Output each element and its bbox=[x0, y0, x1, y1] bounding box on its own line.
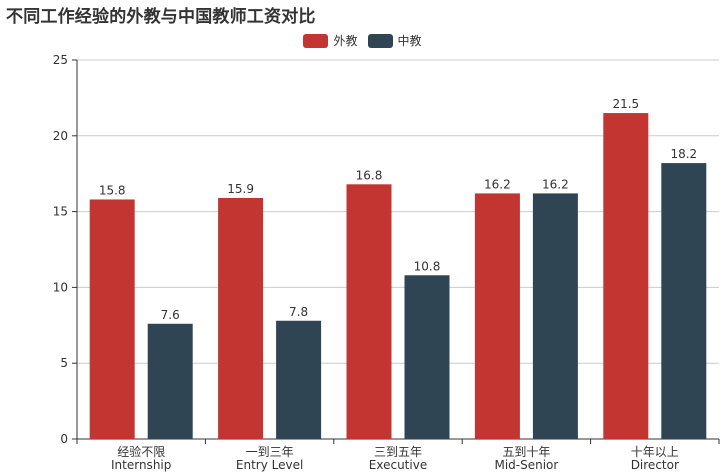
x-tick-label: 三到五年 bbox=[374, 445, 422, 459]
data-label: 18.2 bbox=[670, 147, 697, 161]
x-tick-label: Executive bbox=[369, 458, 427, 472]
x-tick-label: 十年以上 bbox=[631, 445, 679, 459]
data-label: 16.2 bbox=[484, 177, 511, 191]
data-label: 10.8 bbox=[414, 259, 441, 273]
bar bbox=[89, 199, 135, 439]
bar bbox=[276, 320, 322, 439]
data-label: 16.2 bbox=[542, 177, 569, 191]
data-label: 7.6 bbox=[161, 308, 180, 322]
x-tick-label: 一到三年 bbox=[246, 445, 294, 459]
x-tick-label: Director bbox=[631, 458, 679, 472]
legend: 外教 中教 bbox=[0, 32, 725, 49]
legend-label-series-0: 外教 bbox=[333, 34, 358, 48]
legend-item-series-0[interactable]: 外教 bbox=[303, 32, 358, 49]
bar bbox=[661, 163, 707, 439]
bar bbox=[404, 275, 450, 439]
x-tick-label: 五到十年 bbox=[502, 445, 550, 459]
legend-swatch-series-1 bbox=[367, 33, 393, 48]
chart-title: 不同工作经验的外教与中国教师工资对比 bbox=[6, 7, 316, 27]
bar bbox=[474, 193, 520, 439]
data-label: 16.8 bbox=[356, 168, 383, 182]
data-label: 21.5 bbox=[612, 97, 639, 111]
y-tick-label: 0 bbox=[60, 432, 68, 446]
y-tick-label: 5 bbox=[60, 356, 68, 370]
data-label: 7.8 bbox=[289, 305, 308, 319]
x-tick-label: Internship bbox=[111, 458, 171, 472]
y-tick-label: 25 bbox=[53, 53, 68, 67]
data-label: 15.8 bbox=[99, 183, 126, 197]
legend-item-series-1[interactable]: 中教 bbox=[367, 32, 422, 49]
x-tick-label: Entry Level bbox=[236, 458, 303, 472]
bar bbox=[603, 113, 649, 439]
legend-swatch-series-0 bbox=[303, 33, 329, 48]
y-tick-label: 10 bbox=[53, 280, 68, 294]
legend-label-series-1: 中教 bbox=[397, 34, 422, 48]
bar bbox=[147, 323, 193, 439]
bar bbox=[218, 197, 264, 439]
y-tick-label: 20 bbox=[53, 129, 68, 143]
x-tick-label: Mid-Senior bbox=[494, 458, 558, 472]
bar bbox=[532, 193, 578, 439]
bar bbox=[346, 184, 392, 439]
data-label: 15.9 bbox=[227, 182, 254, 196]
x-tick-label: 经验不限 bbox=[117, 444, 165, 459]
y-tick-label: 15 bbox=[53, 205, 68, 219]
